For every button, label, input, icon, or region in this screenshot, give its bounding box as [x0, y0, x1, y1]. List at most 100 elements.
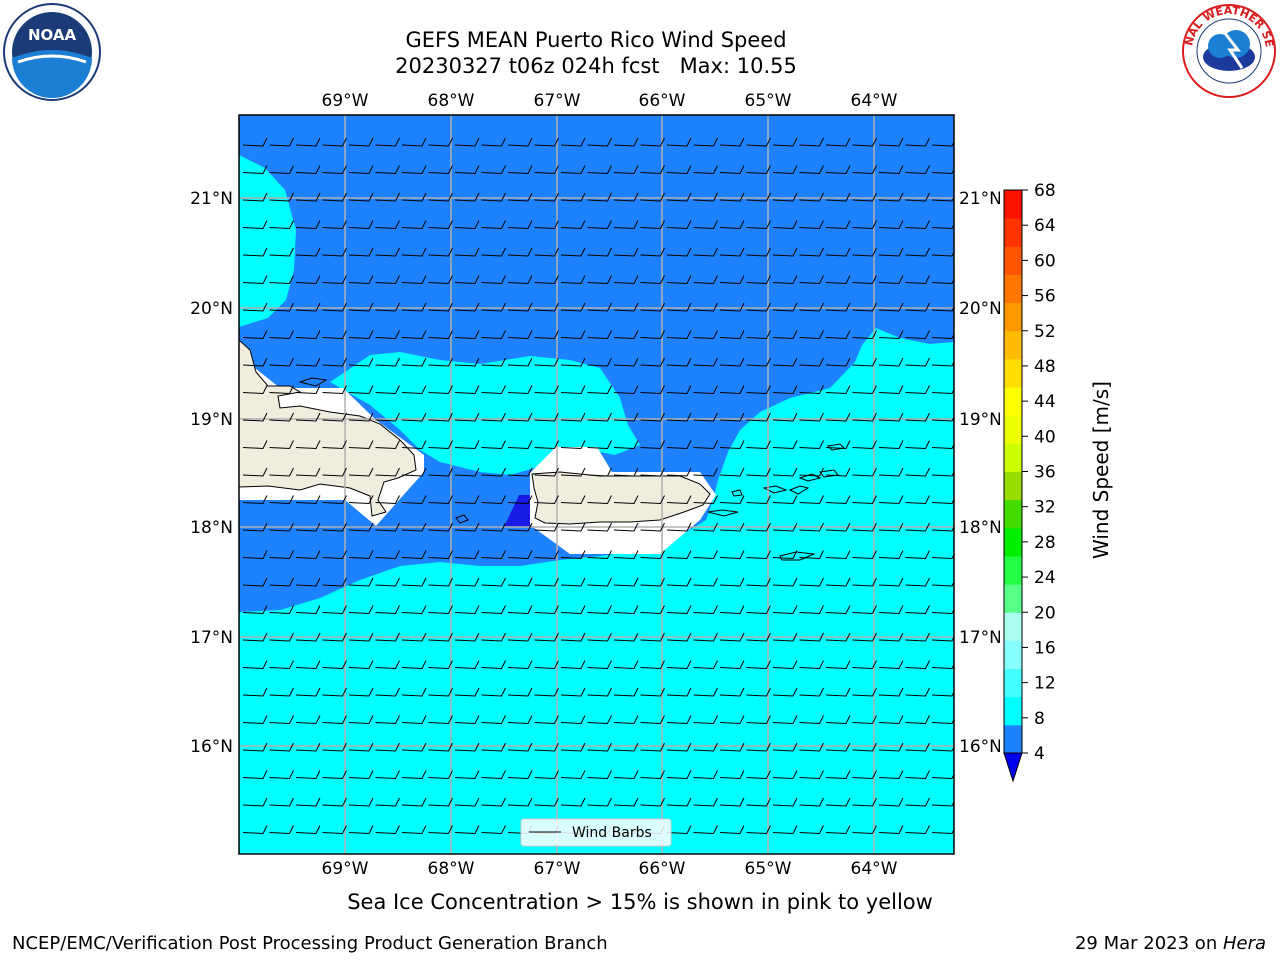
wind-barb: [613, 742, 639, 752]
wind-barb: [931, 278, 954, 285]
wind-barb: [428, 330, 453, 340]
wind-barb: [428, 192, 453, 202]
wind-barb: [454, 275, 480, 285]
wind-barb: [401, 632, 427, 642]
wind-barb: [375, 550, 400, 560]
wind-barb: [931, 580, 954, 587]
footer-host: Hera: [1222, 933, 1266, 954]
wind-barb: [375, 742, 400, 752]
wind-barb: [454, 797, 480, 807]
wind-barb: [825, 605, 851, 615]
lat-label-left: 20°N: [190, 299, 233, 319]
colorbar-swatch: [1004, 471, 1022, 501]
wind-barb: [269, 632, 294, 642]
wind-barb: [401, 715, 427, 725]
wind-barb: [905, 715, 930, 725]
wind-barb: [428, 577, 453, 587]
colorbar-tick-label: 20: [1034, 603, 1056, 623]
wind-barb: [719, 275, 745, 285]
wind-barb: [825, 275, 851, 285]
wind-barb: [746, 550, 771, 560]
wind-barb: [825, 302, 851, 312]
sea-ice-note: Sea Ice Concentration > 15% is shown in …: [347, 890, 933, 914]
wind-barb: [348, 302, 374, 312]
wind-barb: [534, 247, 559, 257]
wind-barb: [560, 605, 586, 615]
wind-barb: [454, 770, 480, 780]
wind-barb: [852, 247, 877, 257]
wind-barb: [534, 550, 559, 560]
wind-barb: [428, 357, 453, 367]
wind-barb: [931, 663, 954, 670]
colorbar-swatch: [1004, 668, 1022, 698]
wind-barb: [242, 632, 268, 642]
wind-barb: [348, 742, 374, 752]
wind-barb: [322, 247, 347, 257]
wind-barb: [613, 302, 639, 312]
wind-barb: [401, 550, 427, 560]
colorbar-swatch: [1004, 443, 1022, 472]
wind-barb: [825, 550, 851, 560]
wind-barb: [931, 305, 954, 312]
wind-barb: [375, 495, 400, 505]
wind-barb: [322, 165, 347, 175]
wind-barb: [454, 825, 480, 835]
wind-barb: [746, 137, 771, 147]
wind-barb: [242, 275, 268, 285]
wind-barb: [719, 440, 745, 450]
colorbar-swatch: [1004, 527, 1022, 557]
wind-barb: [878, 192, 904, 202]
wind-barb: [295, 330, 321, 340]
wind-barb: [507, 522, 533, 532]
wind-barb: [401, 440, 427, 450]
wind-barb: [719, 577, 745, 587]
colorbar-tick-label: 68: [1034, 181, 1056, 201]
wind-barb: [772, 275, 798, 285]
wind-barb: [825, 522, 851, 532]
wind-barb: [560, 550, 586, 560]
wind-barb: [242, 357, 268, 367]
colorbar-label: Wind Speed [m/s]: [1089, 381, 1113, 559]
wind-barb: [719, 412, 745, 422]
wind-barb: [905, 550, 930, 560]
wind-barb: [401, 165, 427, 175]
wind-barb: [401, 522, 427, 532]
svg-text:NOAA: NOAA: [28, 26, 77, 44]
wind-barb: [507, 302, 533, 312]
wind-barb: [534, 220, 559, 230]
wind-barb: [799, 247, 824, 257]
wind-barb: [772, 220, 798, 230]
wind-barb: [428, 715, 453, 725]
wind-barb: [799, 825, 824, 835]
wind-barb: [693, 605, 718, 615]
wind-barb: [825, 357, 851, 367]
wind-barb: [719, 687, 745, 697]
wind-barb: [613, 357, 639, 367]
wind-barb: [719, 247, 745, 257]
wind-barb: [507, 137, 533, 147]
wind-barb: [481, 715, 506, 725]
wind-barb: [560, 137, 586, 147]
wind-barb: [428, 495, 453, 505]
wind-barb: [587, 522, 612, 532]
wind-barb: [322, 660, 347, 670]
wind-barb: [693, 687, 718, 697]
wind-barb: [666, 357, 692, 367]
wind-barb: [534, 770, 559, 780]
wind-barb: [746, 220, 771, 230]
lat-label-right: 21°N: [959, 189, 1000, 209]
wind-barb: [295, 632, 321, 642]
wind-barb: [507, 467, 533, 477]
wind-barb: [348, 715, 374, 725]
wind-barb: [481, 770, 506, 780]
wind-barb: [746, 605, 771, 615]
colorbar-tick-label: 32: [1034, 498, 1056, 518]
wind-barb: [666, 412, 692, 422]
wind-barb: [481, 440, 506, 450]
wind-barb: [852, 330, 877, 340]
wind-barb: [666, 220, 692, 230]
wind-barb: [905, 742, 930, 752]
wind-barb: [507, 550, 533, 560]
